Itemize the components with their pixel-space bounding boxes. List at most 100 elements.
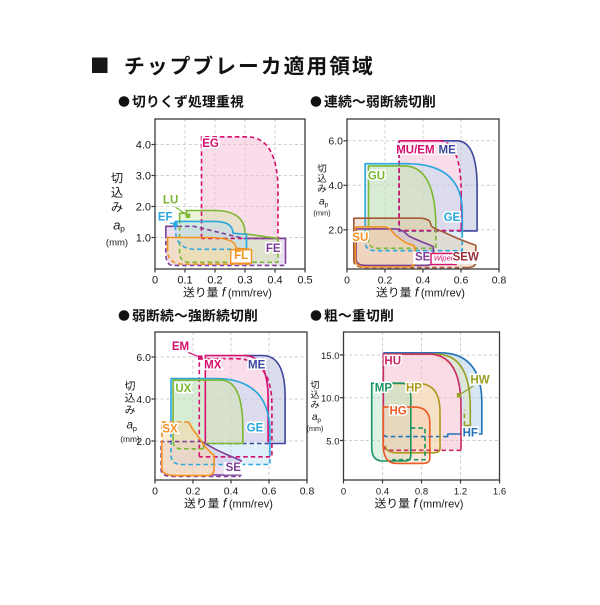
axis-ticks: 0 0.1 0.2 0.3 0.4 0.5 1.0 2.0 3.0 4.0	[136, 139, 313, 286]
region-label-GE: GE	[247, 423, 264, 435]
y-axis-label-jp	[310, 390, 320, 399]
region-HF	[382, 352, 483, 438]
title-square-icon	[92, 57, 108, 73]
chart-subtitle	[132, 308, 257, 322]
region-label-FE: FE	[266, 243, 281, 255]
region-GU	[367, 165, 437, 250]
chart-subtitle	[132, 94, 244, 108]
region-border-ME-solid	[244, 354, 286, 445]
region-label-ME: ME	[439, 144, 457, 156]
x-tick-label: 0	[344, 275, 350, 287]
y-axis-label-jp	[317, 164, 327, 173]
y-axis-label-unit: (mm)	[120, 434, 140, 444]
region-fill-HU	[383, 354, 461, 451]
region-label-UX: UX	[175, 383, 191, 395]
y-tick-label: 6.0	[328, 136, 343, 148]
chart-light-heavy-interrupted: 0 0.2 0.4 0.6 0.8 2.0 4.0 6.0 f (mm/rev) a p(mm) EM…	[118, 308, 314, 511]
region-FL	[166, 236, 251, 265]
region-border-FE-dashed	[177, 225, 244, 240]
region-labels: EG LU EF FL FE	[156, 136, 282, 264]
x-tick-label: 0.6	[262, 486, 277, 498]
x-tick-label: 0.4	[267, 275, 282, 287]
region-border-FE-solid	[243, 237, 287, 260]
x-axis-label-var: f	[222, 286, 227, 300]
region-fill-EG	[201, 136, 278, 239]
region-label-SX: SX	[162, 424, 178, 436]
chart-subtitle	[324, 308, 393, 322]
regions	[353, 140, 478, 269]
region-SX	[161, 421, 215, 477]
region-fill-SU	[355, 226, 415, 267]
y-axis-label-var: a	[127, 419, 134, 432]
region-border-EM-dashed	[198, 357, 273, 458]
region-fill-FL	[167, 237, 250, 265]
y-axis-label-sub: p	[324, 202, 328, 209]
region-fill-HF	[428, 352, 482, 434]
y-axis-label-jp	[125, 405, 135, 415]
x-axis-label: f (mm/rev)	[184, 497, 273, 511]
region-label-GU: GU	[368, 171, 385, 183]
region-LU	[178, 209, 279, 264]
y-axis-label-jp	[311, 400, 320, 409]
y-axis-label-var: a	[113, 217, 120, 232]
y-tick-label: 15.0	[321, 351, 340, 362]
chart-rough-heavy: 0 0.4 0.8 1.2 1.6 5.0 10.0 15.0 f (mm/rev) a p(mm)…	[307, 308, 506, 511]
region-border-SU-solid	[354, 226, 416, 268]
region-border-HP-solid	[384, 382, 441, 454]
region-MX	[204, 354, 269, 443]
region-border-FE-dashed	[165, 238, 287, 267]
subtitle-bullet-icon	[118, 310, 130, 321]
x-tick-label: 0.4	[224, 486, 239, 498]
x-axis-label-unit: (mm/rev)	[421, 288, 465, 300]
x-tick-label: 0.4	[376, 487, 389, 498]
region-border-LU-solid	[178, 209, 279, 240]
region-GE	[170, 377, 271, 466]
region-border-MX-solid	[204, 354, 269, 443]
regions	[165, 136, 287, 267]
region-HG	[382, 406, 431, 465]
region-fill-MP	[371, 383, 411, 461]
subtitle-bullet-icon	[118, 96, 130, 107]
regions	[160, 354, 286, 478]
page-title-text	[125, 55, 373, 76]
y-axis-label: a p(mm)	[120, 380, 140, 444]
region-MP	[370, 382, 426, 462]
y-axis-label-sub: p	[120, 224, 125, 234]
region-border-SE-solid	[355, 228, 435, 267]
region-border-FL-dashed	[166, 251, 251, 265]
y-tick-label: 4.0	[328, 180, 343, 192]
region-border-SE-dashed	[160, 440, 241, 478]
region-label-EG: EG	[202, 138, 219, 150]
region-fill-HG	[383, 407, 430, 464]
x-axis-label-jp	[374, 497, 410, 509]
region-border-HG-solid	[382, 406, 431, 465]
x-tick-label: 0.2	[207, 275, 222, 287]
y-axis-label-jp	[317, 174, 327, 183]
region-border-SX-solid	[161, 421, 215, 477]
region-border-LU-dashed	[178, 223, 279, 264]
region-border-GU-dashed	[367, 225, 437, 250]
x-axis-label: f (mm/rev)	[374, 497, 463, 511]
y-tick-label: 1.0	[136, 232, 151, 244]
y-axis-label-var: a	[319, 196, 325, 207]
region-border-HF-dashed	[382, 352, 448, 438]
region-label-FL: FL	[234, 250, 248, 262]
x-tick-label: 1.6	[493, 487, 506, 498]
region-EM	[198, 357, 273, 458]
y-axis-label-jp	[124, 380, 135, 391]
x-axis-label-unit: (mm/rev)	[229, 499, 273, 511]
y-axis-label: a p(mm)	[313, 164, 331, 218]
y-axis-label-jp	[124, 392, 136, 403]
region-label-MU-EM: MU/EM	[396, 144, 434, 156]
region-label-HU: HU	[384, 355, 401, 367]
region-border-HF-solid	[383, 352, 483, 437]
region-label-SU: SU	[352, 232, 368, 244]
region-SU	[354, 226, 416, 268]
y-axis-label-jp	[111, 186, 123, 198]
region-label-EM: EM	[172, 341, 189, 353]
x-axis-label-unit: (mm/rev)	[228, 288, 272, 300]
region-label-Wiper: Wiper	[434, 254, 454, 263]
y-tick-label: 2.0	[136, 436, 151, 448]
